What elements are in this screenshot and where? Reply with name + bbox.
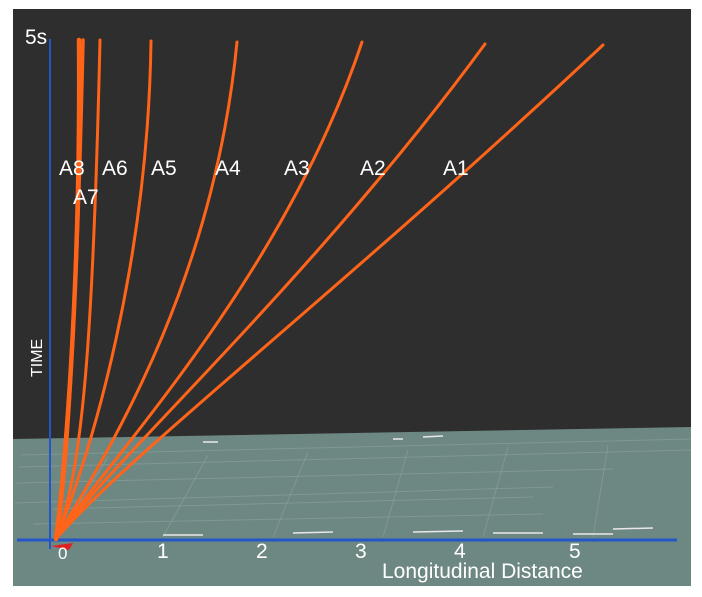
grid-line — [482, 446, 509, 538]
grid-line — [52, 496, 534, 510]
ground-plane — [13, 427, 691, 586]
time-max-label: 5s — [25, 26, 48, 49]
trajectory-label-a4: A4 — [215, 157, 241, 180]
grid-line — [382, 449, 409, 538]
trajectory-label-a2: A2 — [360, 157, 386, 180]
grid-line — [592, 444, 609, 538]
ground-marker — [412, 530, 464, 533]
trajectory-plot — [13, 9, 691, 586]
distance-tick-1: 1 — [157, 540, 169, 563]
grid-line — [16, 468, 614, 484]
distance-axis-title: Longitudinal Distance — [382, 560, 583, 583]
distance-tick-3: 3 — [355, 540, 367, 563]
trajectory-curve-a8 — [53, 37, 82, 542]
origin-marker — [51, 543, 73, 550]
trajectory-curve-a5 — [54, 39, 153, 541]
trajectory-label-a5: A5 — [151, 157, 177, 180]
time-axis-title: TIME — [29, 338, 46, 377]
trajectory-curve-a6 — [54, 38, 102, 541]
trajectory-label-a6: A6 — [102, 157, 128, 180]
trajectory-curve-a4 — [54, 40, 239, 541]
trajectory-label-a3: A3 — [284, 157, 310, 180]
3d-scene-viewport[interactable]: 5s TIME A8 A6 A5 A4 A3 A2 A1 A7 0 1 2 3 … — [13, 9, 691, 586]
distance-origin-label: 0 — [58, 544, 68, 563]
ground-marker — [422, 435, 444, 438]
distance-tick-5: 5 — [569, 540, 581, 563]
distance-tick-4: 4 — [454, 540, 466, 563]
distance-tick-2: 2 — [256, 540, 268, 563]
ground-grid — [14, 435, 691, 538]
trajectory-curve-a1 — [54, 43, 605, 541]
grid-line — [14, 486, 554, 504]
ground-marker — [292, 531, 334, 534]
ground-marker — [612, 527, 654, 530]
grid-line — [272, 451, 309, 538]
trajectory-curve-a2 — [54, 42, 487, 541]
grid-line — [162, 454, 209, 538]
trajectory-label-a7: A7 — [73, 186, 99, 209]
grid-line — [32, 513, 544, 525]
trajectory-label-a8: A8 — [59, 157, 85, 180]
trajectory-curve-a3 — [54, 40, 364, 541]
trajectory-group — [53, 37, 605, 542]
trajectory-label-a1: A1 — [443, 157, 469, 180]
